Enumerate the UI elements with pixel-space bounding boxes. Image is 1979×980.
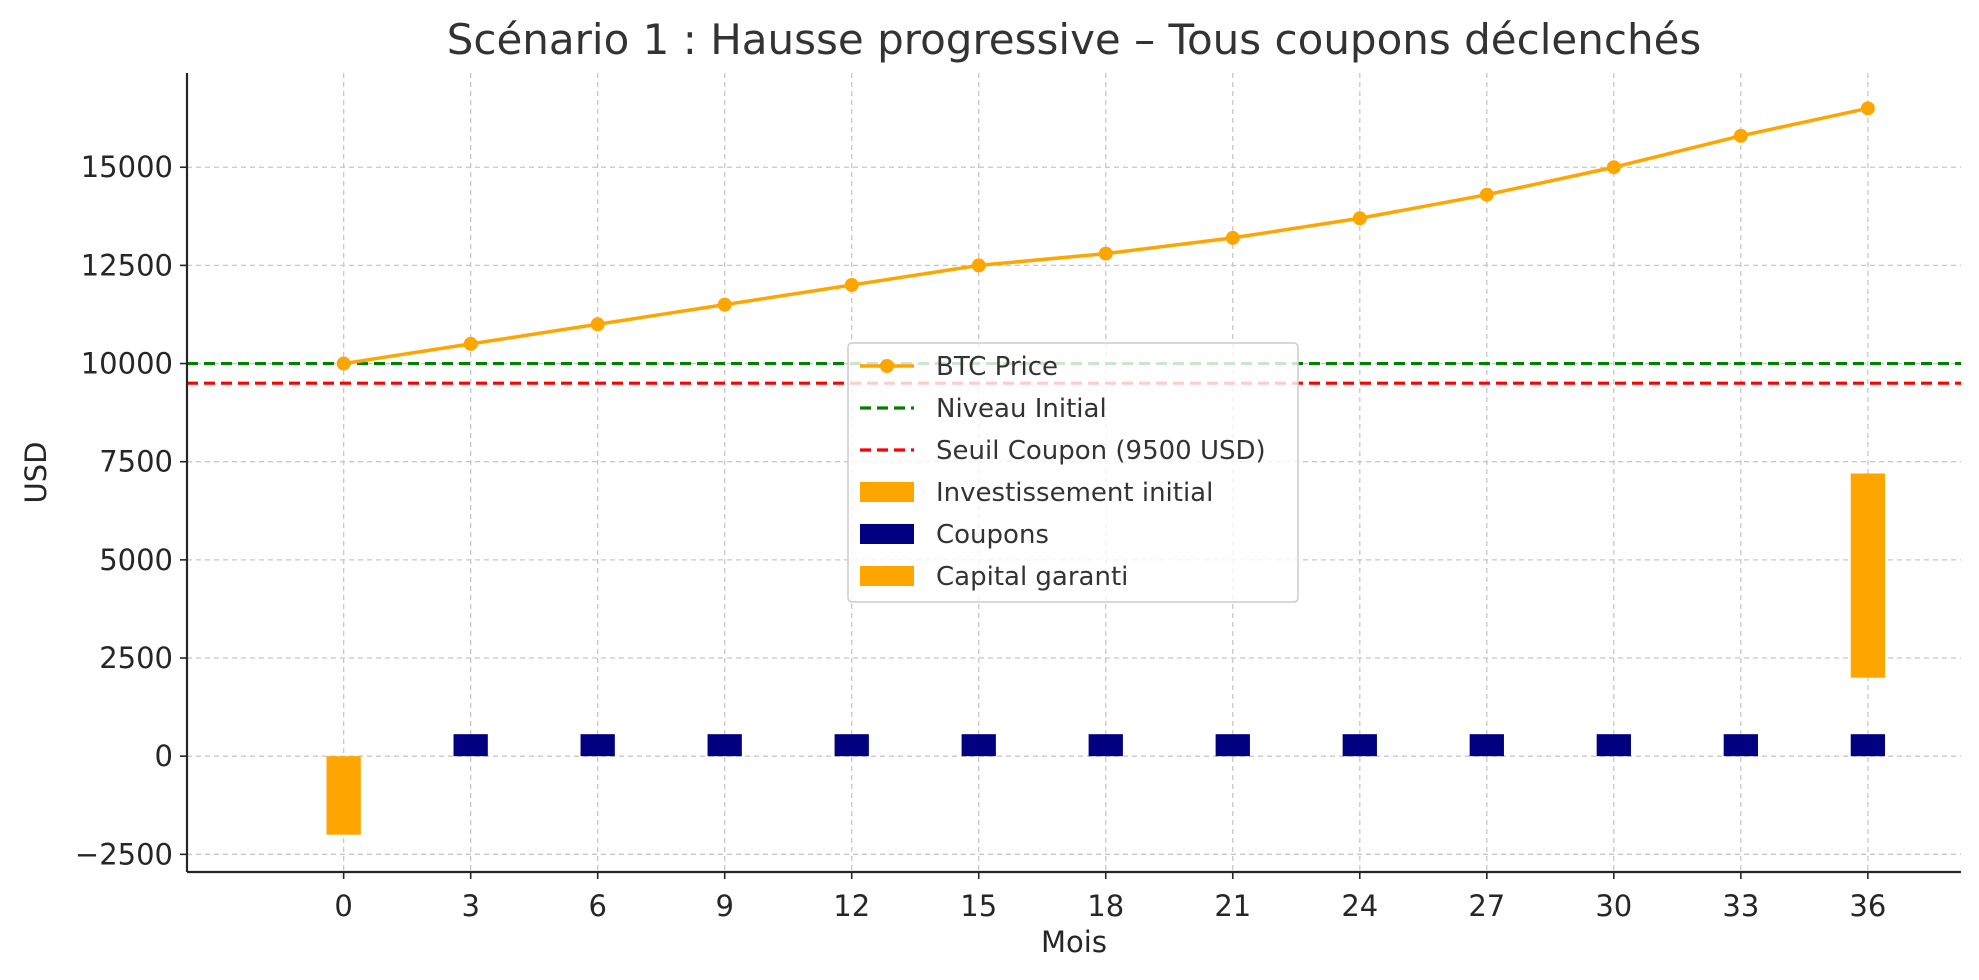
legend-items: BTC Price Niveau Initial Seuil Coupon (950… — [860, 352, 1266, 592]
bar — [1088, 734, 1123, 757]
legend-label: Capital garanti — [936, 562, 1128, 592]
bars — [326, 473, 1886, 835]
axes — [185, 73, 1961, 874]
y-tick-label: 12500 — [81, 248, 173, 282]
x-tick-label: 27 — [1468, 889, 1505, 923]
x-tick-label: 21 — [1214, 889, 1251, 923]
chart-title: Scénario 1 : Hausse progressive – Tous c… — [447, 15, 1702, 64]
bar — [707, 734, 742, 757]
x-tick-label: 18 — [1087, 889, 1124, 923]
x-tick-label: 36 — [1849, 889, 1886, 923]
data-point — [844, 278, 859, 293]
legend: BTC Price Niveau Initial Seuil Coupon (950… — [847, 342, 1299, 603]
y-tick-label: 2500 — [99, 641, 173, 675]
x-axis-title: Mois — [1041, 925, 1107, 959]
y-tick-label: −2500 — [75, 837, 173, 871]
y-axis-title: USD — [19, 442, 53, 504]
y-tick-label: 10000 — [81, 347, 173, 381]
data-point — [1860, 101, 1875, 116]
x-tick-label: 6 — [588, 889, 606, 923]
data-point — [717, 297, 732, 312]
bar — [326, 756, 361, 835]
bar — [580, 734, 615, 757]
bar — [1469, 734, 1504, 757]
tick-labels: 0 3 6 9 12 15 18 21 24 27 30 33 36−25000250050007500… — [75, 150, 1886, 923]
legend-swatch — [860, 482, 914, 502]
data-point — [1479, 187, 1494, 202]
legend-label: Coupons — [936, 520, 1049, 550]
y-tick-label: 0 — [155, 739, 173, 773]
legend-label: Niveau Initial — [936, 394, 1107, 424]
y-tick-label: 15000 — [81, 150, 173, 184]
data-point — [1606, 160, 1621, 175]
bar — [1850, 734, 1886, 757]
legend-label: Investissement initial — [936, 478, 1213, 508]
bar — [1342, 734, 1377, 757]
bar — [961, 734, 996, 757]
x-tick-label: 3 — [461, 889, 479, 923]
bar — [1596, 734, 1631, 757]
data-point — [463, 336, 478, 351]
legend-marker — [880, 359, 894, 373]
bar — [453, 734, 488, 757]
data-point — [971, 258, 986, 273]
data-point — [1733, 128, 1748, 143]
x-tick-label: 9 — [715, 889, 733, 923]
x-tick-label: 15 — [960, 889, 997, 923]
bar — [1850, 473, 1886, 678]
line-series — [336, 101, 1875, 371]
legend-label: Seuil Coupon (9500 USD) — [936, 436, 1266, 466]
legend-label: BTC Price — [936, 352, 1058, 382]
data-point — [1225, 230, 1240, 245]
x-tick-label: 33 — [1722, 889, 1759, 923]
x-tick-label: 30 — [1595, 889, 1632, 923]
x-tick-label: 0 — [334, 889, 352, 923]
y-tick-label: 7500 — [99, 445, 173, 479]
data-point — [1098, 246, 1113, 261]
legend-box — [847, 342, 1299, 603]
x-tick-label: 12 — [833, 889, 870, 923]
x-tick-label: 24 — [1341, 889, 1378, 923]
legend-swatch — [860, 524, 914, 544]
bar — [1215, 734, 1250, 757]
y-tick-label: 5000 — [99, 543, 173, 577]
bar — [834, 734, 869, 757]
legend-swatch — [860, 566, 914, 586]
data-point — [1352, 211, 1367, 226]
bar — [1723, 734, 1758, 757]
data-point — [336, 356, 351, 371]
data-point — [590, 317, 605, 332]
